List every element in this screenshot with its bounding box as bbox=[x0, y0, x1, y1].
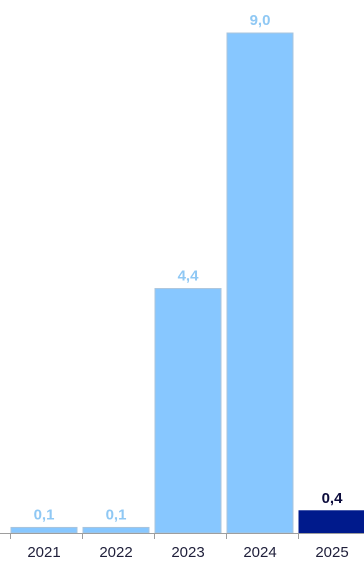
x-tick-label-2025: 2025 bbox=[315, 544, 348, 561]
value-label-2025: 0,4 bbox=[322, 490, 344, 507]
x-tick-label-2023: 2023 bbox=[171, 544, 204, 561]
value-label-2022: 0,1 bbox=[106, 506, 127, 523]
bar-2024 bbox=[226, 32, 294, 534]
bar-2023 bbox=[154, 288, 222, 534]
x-tick-label-2021: 2021 bbox=[27, 544, 60, 561]
bars-group bbox=[10, 32, 364, 534]
value-label-2021: 0,1 bbox=[34, 506, 55, 523]
x-ticks-group bbox=[10, 533, 299, 539]
bar-2025 bbox=[298, 510, 364, 534]
bar-2022 bbox=[82, 526, 150, 534]
x-tick-label-2024: 2024 bbox=[243, 544, 276, 561]
x-tick-labels-group: 2021 2022 2023 2024 2025 bbox=[27, 544, 348, 561]
value-label-2023: 4,4 bbox=[178, 268, 200, 285]
value-label-2024: 9,0 bbox=[250, 12, 271, 29]
value-labels-group: 0,1 0,1 4,4 9,0 0,4 bbox=[34, 12, 344, 523]
bar-2021 bbox=[10, 526, 78, 534]
x-tick-label-2022: 2022 bbox=[99, 544, 132, 561]
